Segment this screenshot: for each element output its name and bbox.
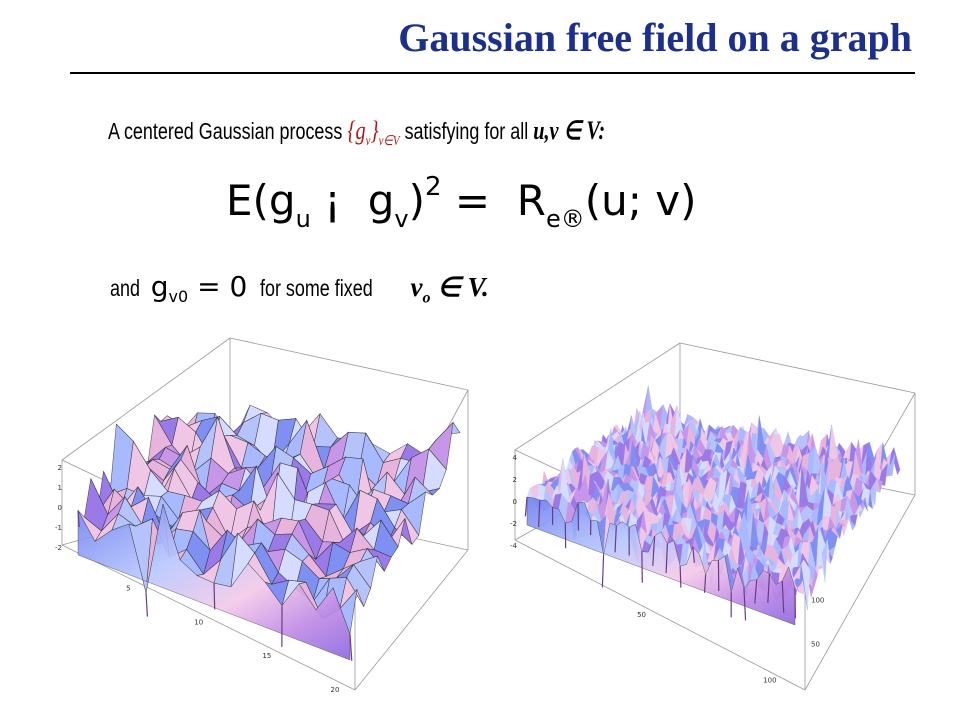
boundary-eq: = 0 [188,270,248,303]
y-tick-label: 100 [811,597,824,605]
surface-spike [537,500,541,528]
process-symbol: {gv}v∈V [347,116,399,149]
z-tick-label: 0 [513,498,517,506]
z-tick-label: 2 [58,464,62,472]
surface-spike [614,525,617,553]
surface-spike [703,574,707,593]
z-tick-label: -1 [55,524,62,532]
boundary-v-sub: o [422,289,431,307]
surface-spike [665,543,668,574]
plot-box-edge [679,342,916,394]
formula-paren: ) [408,176,425,225]
boundary-g: g [150,270,169,303]
plot-box-edge [514,539,806,691]
definition-middle: satisfying for all [404,118,529,144]
resistance-formula: E(gu ¡ gv)2 = Re®(u; v) [226,172,697,233]
plot-box-edge [61,337,231,461]
definition-line: A centered Gaussian process {gv}v∈V sati… [108,116,605,150]
surface-spike [213,583,216,610]
surface-facet [828,424,838,463]
definition-prefix: A centered Gaussian process [108,118,343,144]
surface-spike [652,535,656,566]
z-tick-label: -2 [510,520,517,528]
boundary-and: and [110,275,140,301]
surface-spike [692,546,695,563]
surface-spike [743,588,747,621]
boundary-rest: for some fixed [259,275,373,301]
z-tick-label: 2 [513,476,517,484]
x-tick-label: 10 [194,618,203,626]
surface-spike [781,581,785,613]
surface-spike [349,634,353,661]
formula-sup: 2 [424,172,442,202]
plot-box-edge [229,337,469,391]
slide-title: Gaussian free field on a graph [398,15,912,60]
plot-box-edge [61,544,356,691]
plot-box-edge [354,549,469,691]
process-close: } [370,116,379,145]
boundary-line: and gv0 = 0 for some fixed vo ∈ V. [110,270,489,307]
plot-box-edge [514,342,681,451]
surface-spike [767,573,771,603]
x-tick-label: 50 [637,611,646,619]
x-tick-label: 15 [262,652,271,660]
z-tick-label: -4 [510,542,518,550]
x-tick-label: 5 [126,585,130,593]
z-tick-label: 0 [58,504,62,512]
boundary-g-sub: v0 [168,287,189,306]
process-sub: v [365,134,371,150]
boundary-condition: gv0 = 0 [150,270,248,306]
surface-spike [77,510,80,528]
x-tick-label: 100 [763,676,776,684]
boundary-vertex: vo ∈ V. [410,272,489,306]
z-tick-label: 1 [58,484,62,492]
z-tick-label: 4 [513,454,518,462]
formula-sub-u: u [295,205,311,233]
surface-spike [679,566,682,588]
formula-mid: ¡ g [310,176,395,225]
x-tick-label: 20 [331,686,340,694]
plot-box-edge [804,494,916,691]
surface-spike [754,579,758,604]
surface-spike [601,554,605,588]
surface-spike [145,592,148,617]
boundary-v-tail: ∈ V. [430,272,489,302]
process-open: {g [347,116,366,145]
gff-plot-fine: 4 2 0 -2 -4 50 100 50 100 [510,342,916,691]
definition-vars: u,v ∈ V: [533,116,606,145]
boundary-v: v [410,272,423,302]
formula-sub-v: v [394,205,409,233]
z-tick-label: -2 [55,544,62,552]
process-index: v∈V [378,134,400,150]
y-tick-label: 50 [811,640,820,648]
formula-lhs: E(g [226,176,296,225]
title-rule [70,72,915,74]
surface-skirt [526,496,796,626]
surface-spike [524,497,528,517]
formula-rhs: (u; v) [584,176,697,225]
formula-sub-eff: e® [545,205,585,233]
formula-eq: = R [441,176,546,225]
